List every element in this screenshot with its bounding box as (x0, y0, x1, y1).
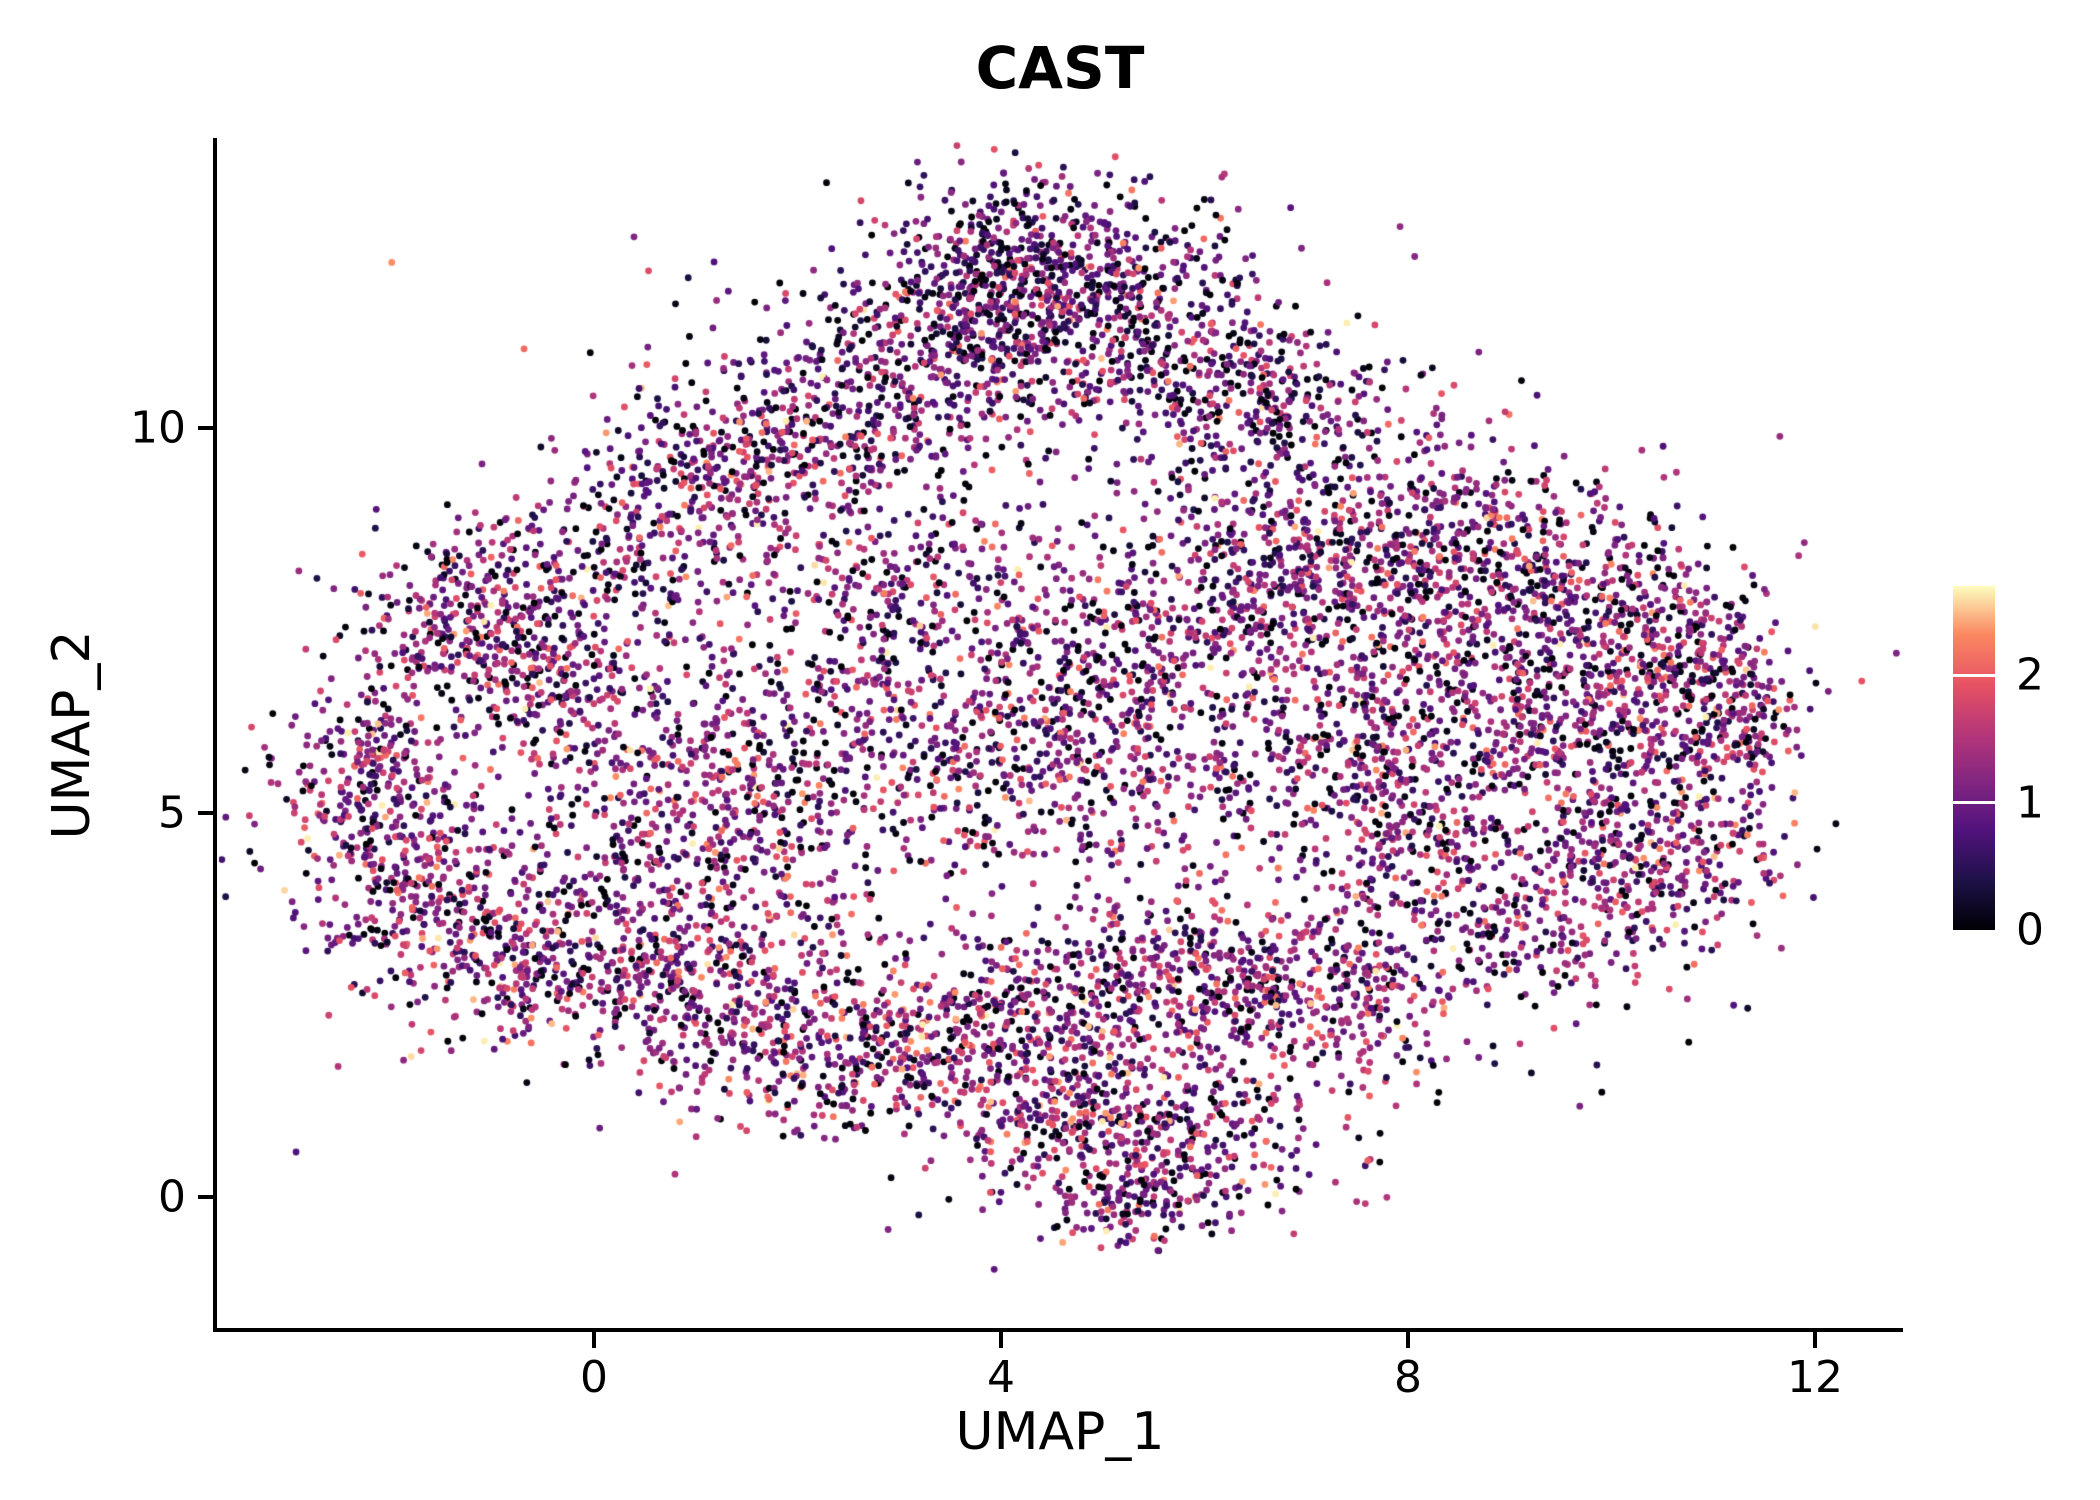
y-tick-label: 5 (158, 787, 186, 838)
colorbar-tick (1953, 673, 1995, 677)
colorbar-tick-label: 2 (2016, 649, 2044, 701)
x-tick-label: 4 (987, 1352, 1015, 1403)
x-axis-label: UMAP_1 (955, 1402, 1165, 1462)
x-tick-label: 0 (580, 1352, 608, 1403)
y-tick (198, 810, 214, 815)
colorbar-tick-label: 1 (2016, 777, 2044, 829)
x-axis-line (213, 1328, 1903, 1332)
y-axis-line (213, 138, 217, 1332)
colorbar-tick-label: 0 (2016, 904, 2044, 956)
plot-title: CAST (975, 34, 1145, 102)
y-tick-label: 10 (130, 402, 186, 454)
x-tick (999, 1332, 1003, 1348)
y-tick (198, 1195, 214, 1199)
x-tick-label: 8 (1394, 1352, 1422, 1403)
y-tick-label: 0 (158, 1171, 186, 1223)
y-axis-label: UMAP_2 (42, 630, 102, 840)
x-tick (1813, 1332, 1817, 1348)
colorbar-gradient (1953, 586, 1995, 930)
y-tick (198, 426, 214, 430)
colorbar-tick (1953, 801, 1995, 805)
x-tick (592, 1332, 596, 1348)
x-tick-label: 12 (1787, 1352, 1843, 1403)
x-tick (1406, 1332, 1410, 1348)
